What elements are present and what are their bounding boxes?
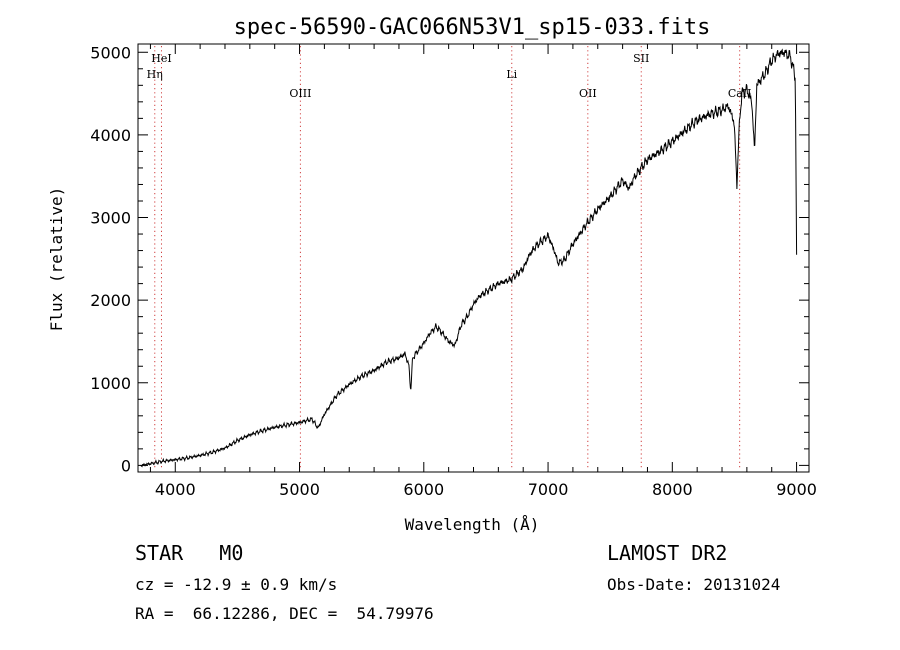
line-marker-label: HeI <box>151 52 171 65</box>
redshift-velocity: cz = -12.9 ± 0.9 km/s <box>135 575 338 594</box>
y-tick-label: 4000 <box>90 126 131 145</box>
x-tick-label: 8000 <box>652 480 693 499</box>
x-tick-label: 6000 <box>403 480 444 499</box>
spectrum-line <box>140 48 798 468</box>
coordinates: RA = 66.12286, DEC = 54.79976 <box>135 604 434 623</box>
x-tick-label: 9000 <box>776 480 817 499</box>
x-axis-label: Wavelength (Å) <box>405 515 540 534</box>
x-tick-label: 5000 <box>279 480 320 499</box>
y-axis-label: Flux (relative) <box>47 187 66 332</box>
line-marker-label: Li <box>506 68 517 81</box>
x-tick-label: 4000 <box>155 480 196 499</box>
y-tick-label: 1000 <box>90 374 131 393</box>
chart-title: spec-56590-GAC066N53V1_sp15-033.fits <box>234 15 711 40</box>
y-tick-label: 5000 <box>90 43 131 62</box>
survey-name: LAMOST DR2 <box>607 541 728 565</box>
y-tick-label: 3000 <box>90 209 131 228</box>
plot-area: 4000 5000 6000 7000 8000 9000 0 1000 2000 3000 400… <box>90 43 817 499</box>
observation-date: Obs-Date: 20131024 <box>607 575 781 594</box>
line-marker-label: OII <box>579 87 597 100</box>
y-tick-label: 0 <box>121 456 131 475</box>
x-tick-label: 7000 <box>528 480 569 499</box>
object-class: STAR M0 <box>135 541 244 565</box>
line-marker-label: OIII <box>289 87 311 100</box>
y-tick-label: 2000 <box>90 291 131 310</box>
line-marker-label: SII <box>633 52 649 65</box>
plot-frame <box>137 43 810 473</box>
line-marker-label: Hη <box>147 68 163 81</box>
